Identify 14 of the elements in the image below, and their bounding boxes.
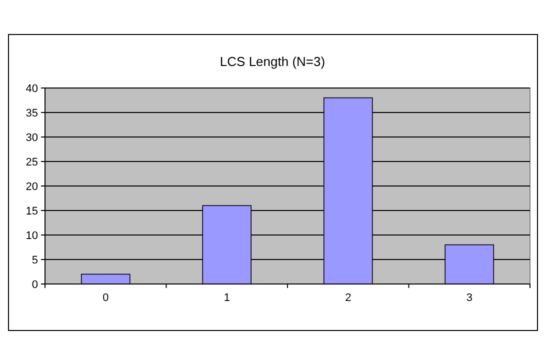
x-tick-label: 0 <box>102 292 109 304</box>
x-tick-label: 3 <box>466 292 472 304</box>
y-tick-label: 40 <box>26 82 38 95</box>
y-tick-label: 5 <box>32 254 38 266</box>
y-tick-label: 0 <box>32 278 38 291</box>
y-tick-label: 35 <box>26 107 38 120</box>
y-tick-label: 10 <box>26 230 38 242</box>
x-tick-label: 1 <box>224 292 230 304</box>
y-tick-label: 30 <box>26 132 38 144</box>
y-tick-label: 25 <box>26 156 38 168</box>
x-tick-label: 2 <box>345 292 352 304</box>
y-tick-label: 20 <box>26 180 38 193</box>
y-tick-label: 15 <box>26 205 38 218</box>
chart-title: LCS Length (N=3) <box>220 54 326 69</box>
